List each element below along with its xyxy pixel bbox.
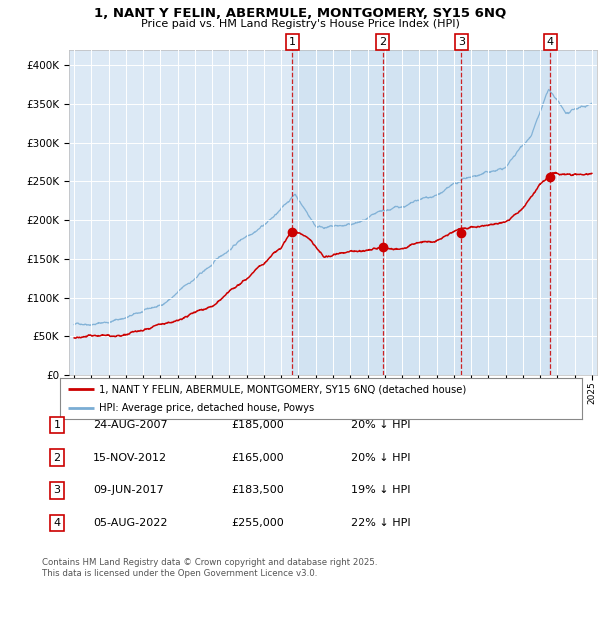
Text: 2: 2 xyxy=(379,37,386,47)
Text: 1: 1 xyxy=(53,420,61,430)
Text: 05-AUG-2022: 05-AUG-2022 xyxy=(93,518,167,528)
Bar xyxy=(292,50,550,375)
Text: 24-AUG-2007: 24-AUG-2007 xyxy=(93,420,167,430)
Text: 1, NANT Y FELIN, ABERMULE, MONTGOMERY, SY15 6NQ (detached house): 1, NANT Y FELIN, ABERMULE, MONTGOMERY, S… xyxy=(99,384,466,394)
Text: 19% ↓ HPI: 19% ↓ HPI xyxy=(351,485,410,495)
Text: 4: 4 xyxy=(547,37,554,47)
Text: 3: 3 xyxy=(458,37,465,47)
Text: £183,500: £183,500 xyxy=(231,485,284,495)
Text: £165,000: £165,000 xyxy=(231,453,284,463)
Text: £255,000: £255,000 xyxy=(231,518,284,528)
Text: 22% ↓ HPI: 22% ↓ HPI xyxy=(351,518,410,528)
Text: 1: 1 xyxy=(289,37,296,47)
Text: 4: 4 xyxy=(53,518,61,528)
Text: 20% ↓ HPI: 20% ↓ HPI xyxy=(351,453,410,463)
Text: Price paid vs. HM Land Registry's House Price Index (HPI): Price paid vs. HM Land Registry's House … xyxy=(140,19,460,29)
Text: 09-JUN-2017: 09-JUN-2017 xyxy=(93,485,164,495)
Text: This data is licensed under the Open Government Licence v3.0.: This data is licensed under the Open Gov… xyxy=(42,569,317,578)
Text: 15-NOV-2012: 15-NOV-2012 xyxy=(93,453,167,463)
Text: HPI: Average price, detached house, Powys: HPI: Average price, detached house, Powy… xyxy=(99,403,314,413)
Text: 3: 3 xyxy=(53,485,61,495)
Text: 1, NANT Y FELIN, ABERMULE, MONTGOMERY, SY15 6NQ: 1, NANT Y FELIN, ABERMULE, MONTGOMERY, S… xyxy=(94,7,506,20)
Text: Contains HM Land Registry data © Crown copyright and database right 2025.: Contains HM Land Registry data © Crown c… xyxy=(42,558,377,567)
Text: 2: 2 xyxy=(53,453,61,463)
Text: 20% ↓ HPI: 20% ↓ HPI xyxy=(351,420,410,430)
Text: £185,000: £185,000 xyxy=(231,420,284,430)
